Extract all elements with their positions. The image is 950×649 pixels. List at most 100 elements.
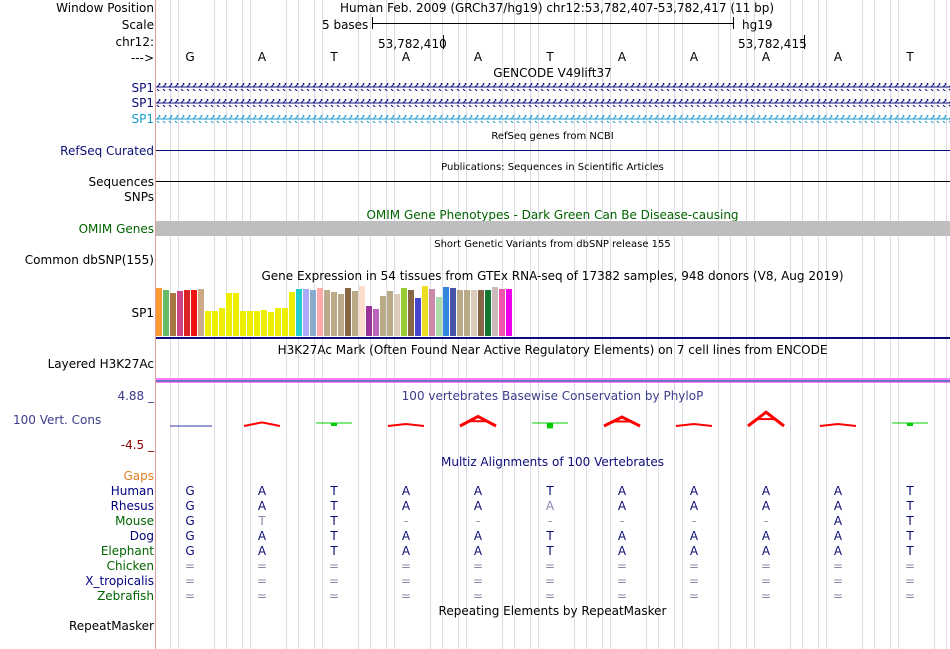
gtex-tissue-bar[interactable] [436, 297, 442, 336]
refseq-gene-line[interactable] [156, 150, 950, 151]
gtex-expression-bars[interactable] [156, 286, 536, 336]
gtex-tissue-bar[interactable] [408, 290, 414, 336]
species-label[interactable]: Elephant [100, 544, 154, 558]
aligned-base: A [689, 484, 699, 498]
gtex-tissue-bar[interactable] [303, 289, 309, 336]
gtex-tissue-bar[interactable] [401, 288, 407, 336]
gtex-tissue-bar[interactable] [177, 291, 183, 336]
gtex-tissue-bar[interactable] [156, 288, 162, 336]
gtex-tissue-bar[interactable] [464, 290, 470, 336]
reference-base: T [546, 50, 554, 64]
aligned-base: A [833, 484, 843, 498]
refseq-track-label[interactable]: RefSeq Curated [60, 144, 154, 158]
gencode-item-label[interactable]: SP1 [131, 81, 155, 95]
gtex-tissue-bar[interactable] [324, 290, 330, 336]
gencode-item-label[interactable]: SP1 [131, 96, 155, 110]
dbsnp-track-label[interactable]: Common dbSNP(155) [24, 253, 154, 267]
species-label[interactable]: X_tropicalis [85, 574, 154, 588]
gtex-tissue-bar[interactable] [387, 291, 393, 336]
aligned-base: T [546, 484, 554, 498]
gtex-tissue-bar[interactable] [415, 298, 421, 336]
gtex-tissue-bar[interactable] [310, 290, 316, 336]
gtex-tissue-bar[interactable] [317, 288, 323, 336]
gtex-tissue-bar[interactable] [289, 292, 295, 336]
aligned-base: A [473, 529, 483, 543]
gtex-tissue-bar[interactable] [457, 290, 463, 336]
gtex-tissue-bar[interactable] [282, 308, 288, 336]
gtex-tissue-bar[interactable] [422, 286, 428, 336]
reference-base: T [330, 50, 338, 64]
gtex-tissue-bar[interactable] [170, 293, 176, 336]
gencode-item-label[interactable]: SP1 [131, 112, 155, 126]
species-label[interactable]: Chicken [106, 559, 154, 573]
gtex-tissue-bar[interactable] [268, 312, 274, 336]
gtex-tissue-bar[interactable] [331, 292, 337, 336]
aligned-base: T [330, 544, 338, 558]
pubs-track-label[interactable]: Sequences [88, 175, 154, 189]
gtex-tissue-bar[interactable] [443, 287, 449, 336]
gtex-tissue-bar[interactable] [219, 308, 225, 336]
gtex-tissue-bar[interactable] [247, 311, 253, 336]
gencode-gene-lines[interactable] [156, 80, 950, 126]
gtex-tissue-bar[interactable] [478, 290, 484, 336]
gtex-tissue-bar[interactable] [394, 294, 400, 336]
species-label[interactable]: Mouse [115, 514, 154, 528]
gtex-tissue-bar[interactable] [471, 290, 477, 336]
gtex-tissue-bar[interactable] [226, 293, 232, 336]
omim-gene-block[interactable] [156, 221, 950, 236]
gtex-tissue-bar[interactable] [198, 289, 204, 336]
aligned-base: = [472, 559, 484, 573]
aligned-base: = [256, 559, 268, 573]
h3k27ac-track-label[interactable]: Layered H3K27Ac [47, 357, 154, 371]
phylop-track-label[interactable]: 100 Vert. Cons [13, 413, 102, 427]
gtex-track-label[interactable]: SP1 [131, 306, 155, 320]
gtex-tissue-bar[interactable] [345, 288, 351, 336]
repeatmasker-track-label[interactable]: RepeatMasker [68, 619, 154, 633]
gtex-tissue-bar[interactable] [492, 287, 498, 336]
gtex-tissue-bar[interactable] [429, 289, 435, 336]
gtex-tissue-bar[interactable] [205, 311, 211, 336]
gtex-tissue-bar[interactable] [240, 311, 246, 336]
species-label[interactable]: Dog [129, 529, 154, 543]
aligned-base: = [904, 589, 916, 603]
species-label[interactable]: Rhesus [110, 499, 154, 513]
aligned-base: A [833, 514, 843, 528]
gtex-tissue-bar[interactable] [499, 289, 505, 336]
gtex-tissue-bar[interactable] [366, 306, 372, 336]
gtex-tissue-bar[interactable] [485, 290, 491, 336]
gtex-tissue-bar[interactable] [212, 311, 218, 336]
phylop-peak [747, 410, 785, 428]
guideline [514, 0, 515, 649]
gtex-tissue-bar[interactable] [296, 289, 302, 336]
phylop-conservation-plot[interactable] [156, 404, 950, 438]
pubs-line[interactable] [156, 181, 950, 182]
snps-track-label[interactable]: SNPs [124, 190, 154, 204]
aligned-base: G [185, 484, 195, 498]
gtex-tissue-bar[interactable] [275, 308, 281, 336]
reference-base: T [906, 50, 914, 64]
guideline [746, 0, 747, 649]
species-label[interactable]: Human [110, 484, 154, 498]
omim-track-label[interactable]: OMIM Genes [78, 222, 154, 236]
aligned-base: A [257, 544, 267, 558]
gtex-tissue-bar[interactable] [506, 289, 512, 336]
gtex-tissue-bar[interactable] [359, 286, 365, 336]
gtex-tissue-bar[interactable] [163, 290, 169, 336]
gtex-tissue-bar[interactable] [373, 309, 379, 336]
aligned-base: A [401, 544, 411, 558]
aligned-base: A [257, 499, 267, 513]
coord-right-tick [804, 35, 805, 49]
gtex-tissue-bar[interactable] [184, 290, 190, 336]
h3k27ac-layer-pink-2 [156, 382, 950, 383]
gtex-tissue-bar[interactable] [191, 290, 197, 336]
gtex-tissue-bar[interactable] [254, 311, 260, 336]
gtex-tissue-bar[interactable] [233, 293, 239, 336]
gtex-tissue-bar[interactable] [261, 310, 267, 336]
scale-assembly: hg19 [742, 18, 773, 32]
gtex-tissue-bar[interactable] [352, 291, 358, 336]
species-label[interactable]: Zebrafish [97, 589, 154, 603]
gtex-tissue-bar[interactable] [380, 296, 386, 336]
aligned-base: A [761, 484, 771, 498]
gtex-tissue-bar[interactable] [338, 294, 344, 336]
gtex-tissue-bar[interactable] [450, 288, 456, 336]
